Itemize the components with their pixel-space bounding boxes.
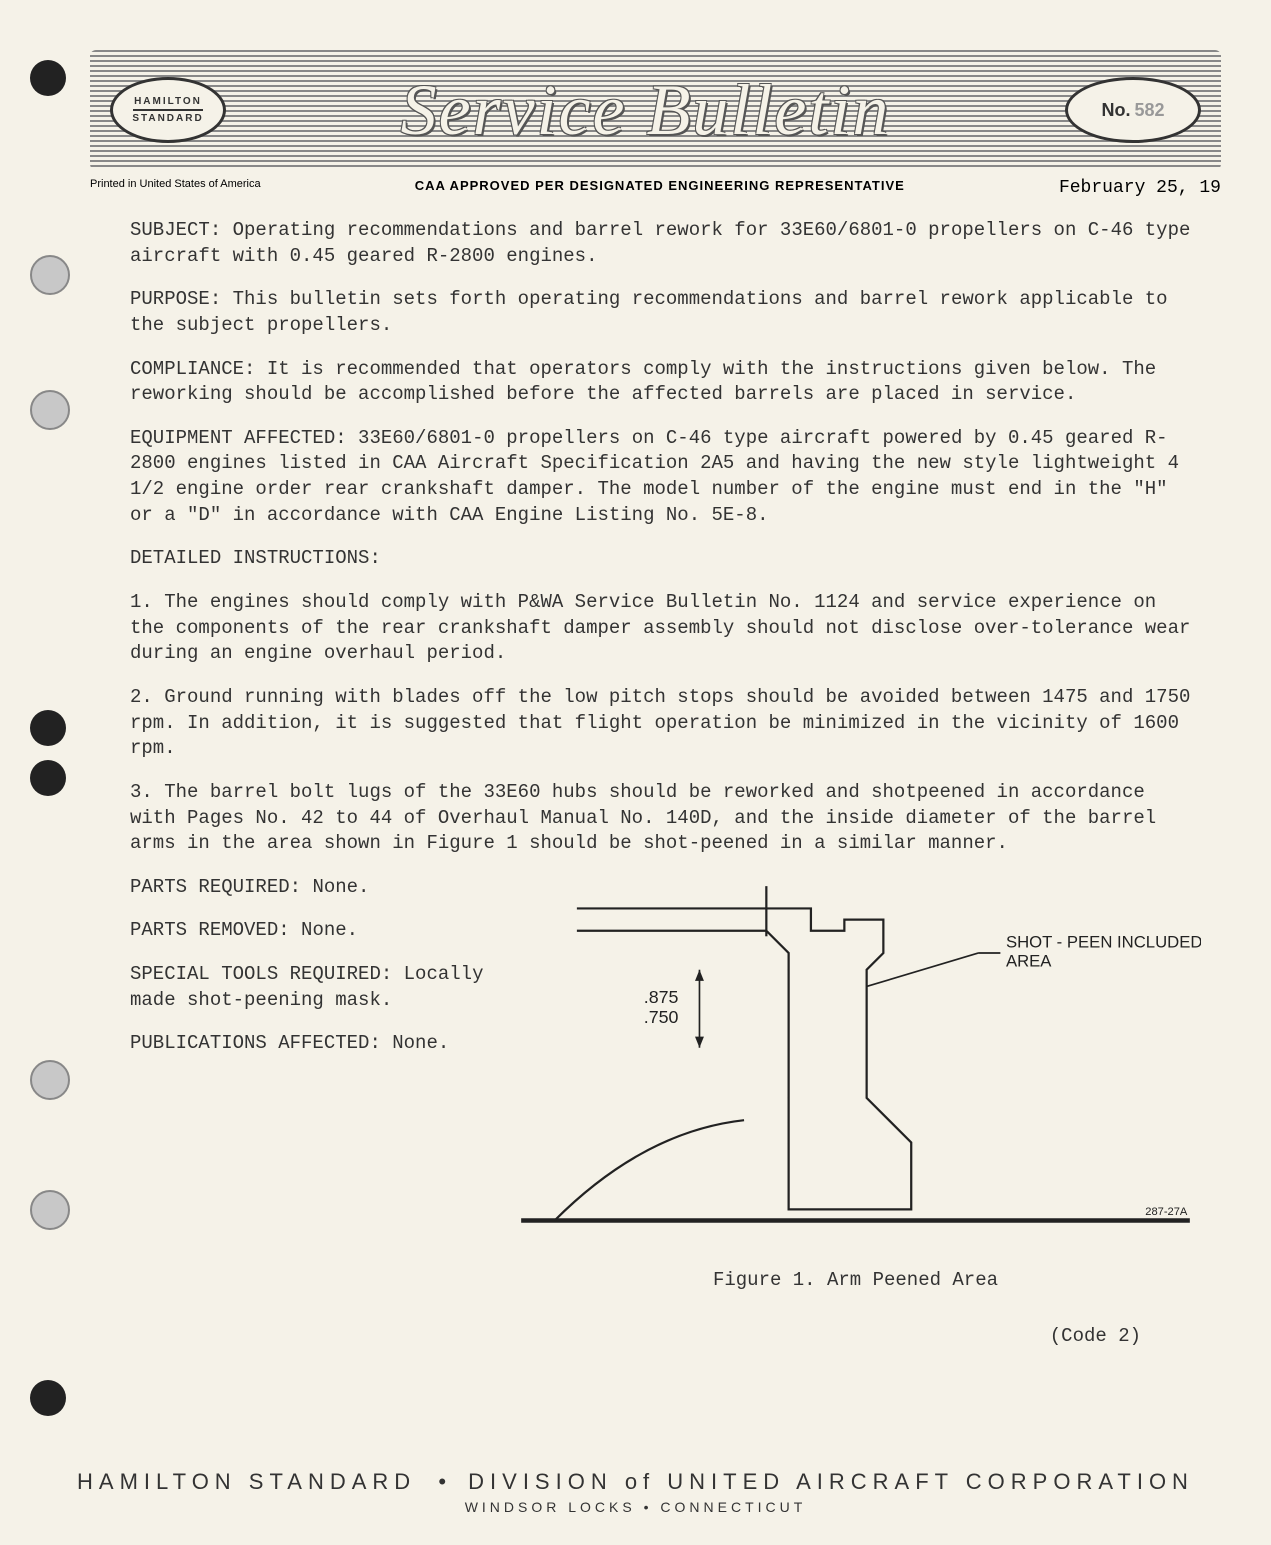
punch-hole bbox=[30, 760, 66, 796]
equipment-label: EQUIPMENT AFFECTED: bbox=[130, 427, 347, 449]
footer: HAMILTON STANDARD • DIVISION of UNITED A… bbox=[0, 1469, 1271, 1515]
parts-req-text: None. bbox=[312, 876, 369, 898]
detailed-label: DETAILED INSTRUCTIONS: bbox=[130, 547, 381, 569]
instruction-2: 2. Ground running with blades off the lo… bbox=[130, 685, 1201, 762]
bulletin-title: Service Bulletin bbox=[226, 69, 1065, 152]
caa-approved: CAA APPROVED PER DESIGNATED ENGINEERING … bbox=[415, 178, 905, 198]
subject-section: SUBJECT: Operating recommendations and b… bbox=[130, 218, 1201, 269]
arm-peened-area-diagram: .875 .750 SHOT - PEEN INCLUDED AREA 287-… bbox=[510, 875, 1201, 1254]
parts-and-figure-row: PARTS REQUIRED: None. PARTS REMOVED: Non… bbox=[130, 875, 1201, 1294]
equipment-section: EQUIPMENT AFFECTED: 33E60/6801-0 propell… bbox=[130, 426, 1201, 529]
document-page: HAMILTON STANDARD Service Bulletin No. 5… bbox=[0, 0, 1271, 1545]
purpose-text: This bulletin sets forth operating recom… bbox=[130, 288, 1168, 336]
figure-1: .875 .750 SHOT - PEEN INCLUDED AREA 287-… bbox=[510, 875, 1201, 1294]
instruction-1: 1. The engines should comply with P&WA S… bbox=[130, 590, 1201, 667]
printed-in: Printed in United States of America bbox=[90, 178, 261, 198]
compliance-section: COMPLIANCE: It is recommended that opera… bbox=[130, 357, 1201, 408]
parts-rem-text: None. bbox=[301, 919, 358, 941]
logo-text-top: HAMILTON bbox=[134, 96, 202, 107]
parts-rem-label: PARTS REMOVED: bbox=[130, 919, 290, 941]
pubs-text: None. bbox=[392, 1032, 449, 1054]
purpose-label: PURPOSE: bbox=[130, 288, 221, 310]
footer-division: DIVISION of UNITED AIRCRAFT CORPORATION bbox=[468, 1469, 1194, 1494]
hamilton-standard-logo: HAMILTON STANDARD bbox=[110, 77, 226, 143]
punch-hole bbox=[30, 255, 70, 295]
instruction-3: 3. The barrel bolt lugs of the 33E60 hub… bbox=[130, 780, 1201, 857]
callout-line1: SHOT - PEEN INCLUDED bbox=[1006, 932, 1201, 951]
dim-750: .750 bbox=[644, 1007, 679, 1027]
subject-label: SUBJECT: bbox=[130, 219, 221, 241]
pubs-label: PUBLICATIONS AFFECTED: bbox=[130, 1032, 381, 1054]
compliance-label: COMPLIANCE: bbox=[130, 358, 255, 380]
parts-column: PARTS REQUIRED: None. PARTS REMOVED: Non… bbox=[130, 875, 490, 1075]
subject-text: Operating recommendations and barrel rew… bbox=[130, 219, 1190, 267]
figure-caption: Figure 1. Arm Peened Area bbox=[510, 1268, 1201, 1294]
parts-required: PARTS REQUIRED: None. bbox=[130, 875, 490, 901]
punch-hole bbox=[30, 60, 66, 96]
no-value: 582 bbox=[1134, 100, 1164, 121]
tools-label: SPECIAL TOOLS REQUIRED: bbox=[130, 963, 392, 985]
publications-affected: PUBLICATIONS AFFECTED: None. bbox=[130, 1031, 490, 1057]
footer-line1: HAMILTON STANDARD • DIVISION of UNITED A… bbox=[0, 1469, 1271, 1495]
bulletin-number-badge: No. 582 bbox=[1065, 77, 1201, 143]
detailed-instructions-header: DETAILED INSTRUCTIONS: bbox=[130, 546, 1201, 572]
dim-875: .875 bbox=[644, 987, 679, 1007]
parts-removed: PARTS REMOVED: None. bbox=[130, 918, 490, 944]
purpose-section: PURPOSE: This bulletin sets forth operat… bbox=[130, 287, 1201, 338]
no-label: No. bbox=[1101, 100, 1130, 121]
punch-hole bbox=[30, 1190, 70, 1230]
punch-hole bbox=[30, 710, 66, 746]
special-tools: SPECIAL TOOLS REQUIRED: Locally made sho… bbox=[130, 962, 490, 1013]
date: February 25, 19 bbox=[1059, 178, 1221, 198]
punch-hole bbox=[30, 390, 70, 430]
footer-company: HAMILTON STANDARD bbox=[77, 1469, 416, 1494]
masthead: HAMILTON STANDARD Service Bulletin No. 5… bbox=[90, 50, 1221, 170]
compliance-text: It is recommended that operators comply … bbox=[130, 358, 1156, 406]
sub-header: Printed in United States of America CAA … bbox=[90, 178, 1221, 198]
punch-hole bbox=[30, 1380, 66, 1416]
footer-location: WINDSOR LOCKS • CONNECTICUT bbox=[0, 1499, 1271, 1515]
parts-req-label: PARTS REQUIRED: bbox=[130, 876, 301, 898]
callout-line2: AREA bbox=[1006, 951, 1052, 970]
propeller-icon bbox=[133, 109, 203, 111]
code-marker: (Code 2) bbox=[130, 1324, 1201, 1350]
drawing-no: 287-27A bbox=[1145, 1206, 1188, 1218]
bullet-icon: • bbox=[438, 1469, 446, 1494]
logo-text-bottom: STANDARD bbox=[132, 113, 203, 124]
body-text: SUBJECT: Operating recommendations and b… bbox=[90, 218, 1221, 1350]
punch-hole bbox=[30, 1060, 70, 1100]
